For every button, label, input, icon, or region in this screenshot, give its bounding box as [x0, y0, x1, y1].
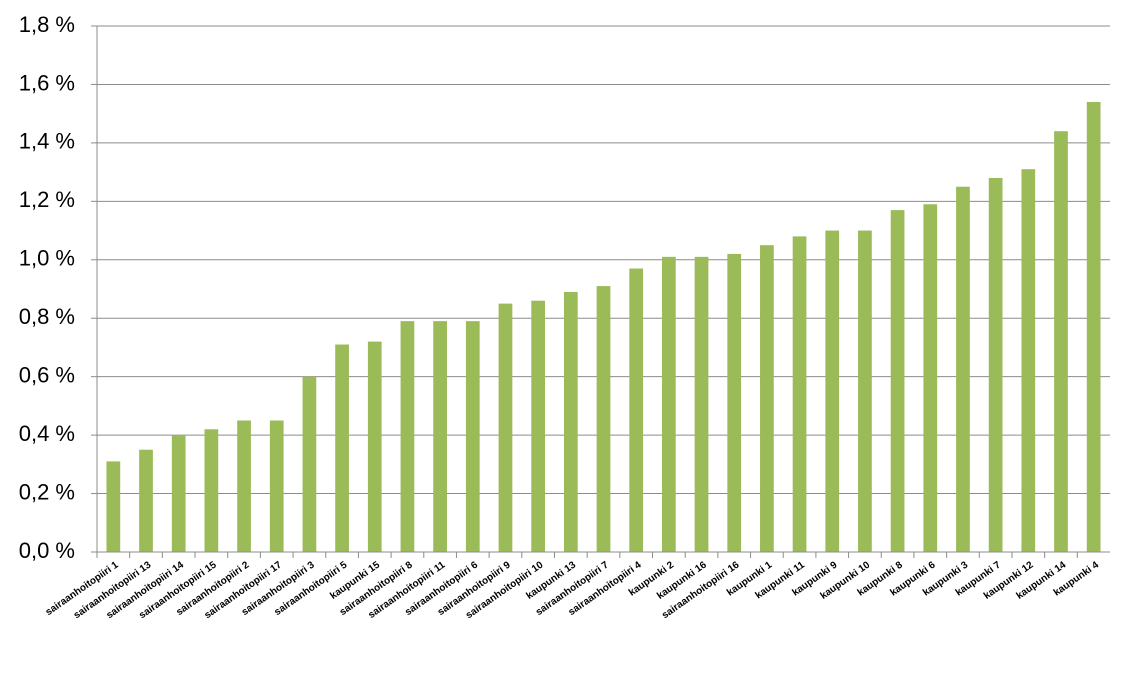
y-tick-label: 0,2 % — [19, 479, 75, 504]
bar — [890, 210, 905, 552]
bar — [596, 286, 611, 552]
bar — [988, 177, 1003, 552]
bar — [498, 303, 513, 552]
bar — [106, 461, 121, 552]
bar — [792, 236, 807, 552]
bar — [139, 449, 153, 552]
bar — [367, 341, 382, 552]
y-tick-label: 0,0 % — [19, 538, 75, 563]
bar — [858, 230, 872, 553]
bar — [465, 321, 480, 552]
bar — [1086, 101, 1101, 552]
bar — [1021, 169, 1036, 552]
y-tick-label: 0,8 % — [19, 304, 75, 329]
y-tick-label: 1,8 % — [19, 12, 75, 37]
bar — [237, 420, 251, 552]
bar — [694, 256, 709, 552]
bar — [204, 429, 219, 552]
y-tick-label: 0,6 % — [19, 362, 75, 387]
bar — [1054, 131, 1068, 552]
bar — [923, 204, 938, 552]
bar — [629, 268, 644, 552]
bar — [760, 245, 774, 552]
bar — [956, 186, 970, 552]
bar — [400, 321, 415, 552]
y-tick-label: 1,6 % — [19, 70, 75, 95]
y-tick-label: 1,0 % — [19, 246, 75, 271]
bar — [302, 376, 317, 552]
bar — [335, 344, 349, 552]
bar — [171, 435, 186, 552]
y-tick-label: 0,4 % — [19, 421, 75, 446]
bar — [727, 253, 742, 552]
y-tick-label: 1,4 % — [19, 129, 75, 154]
bar — [531, 300, 546, 552]
y-tick-label: 1,2 % — [19, 187, 75, 212]
bar — [825, 230, 840, 553]
bar — [269, 420, 284, 552]
bar — [563, 291, 578, 552]
bar — [433, 321, 447, 552]
bar — [661, 256, 676, 552]
